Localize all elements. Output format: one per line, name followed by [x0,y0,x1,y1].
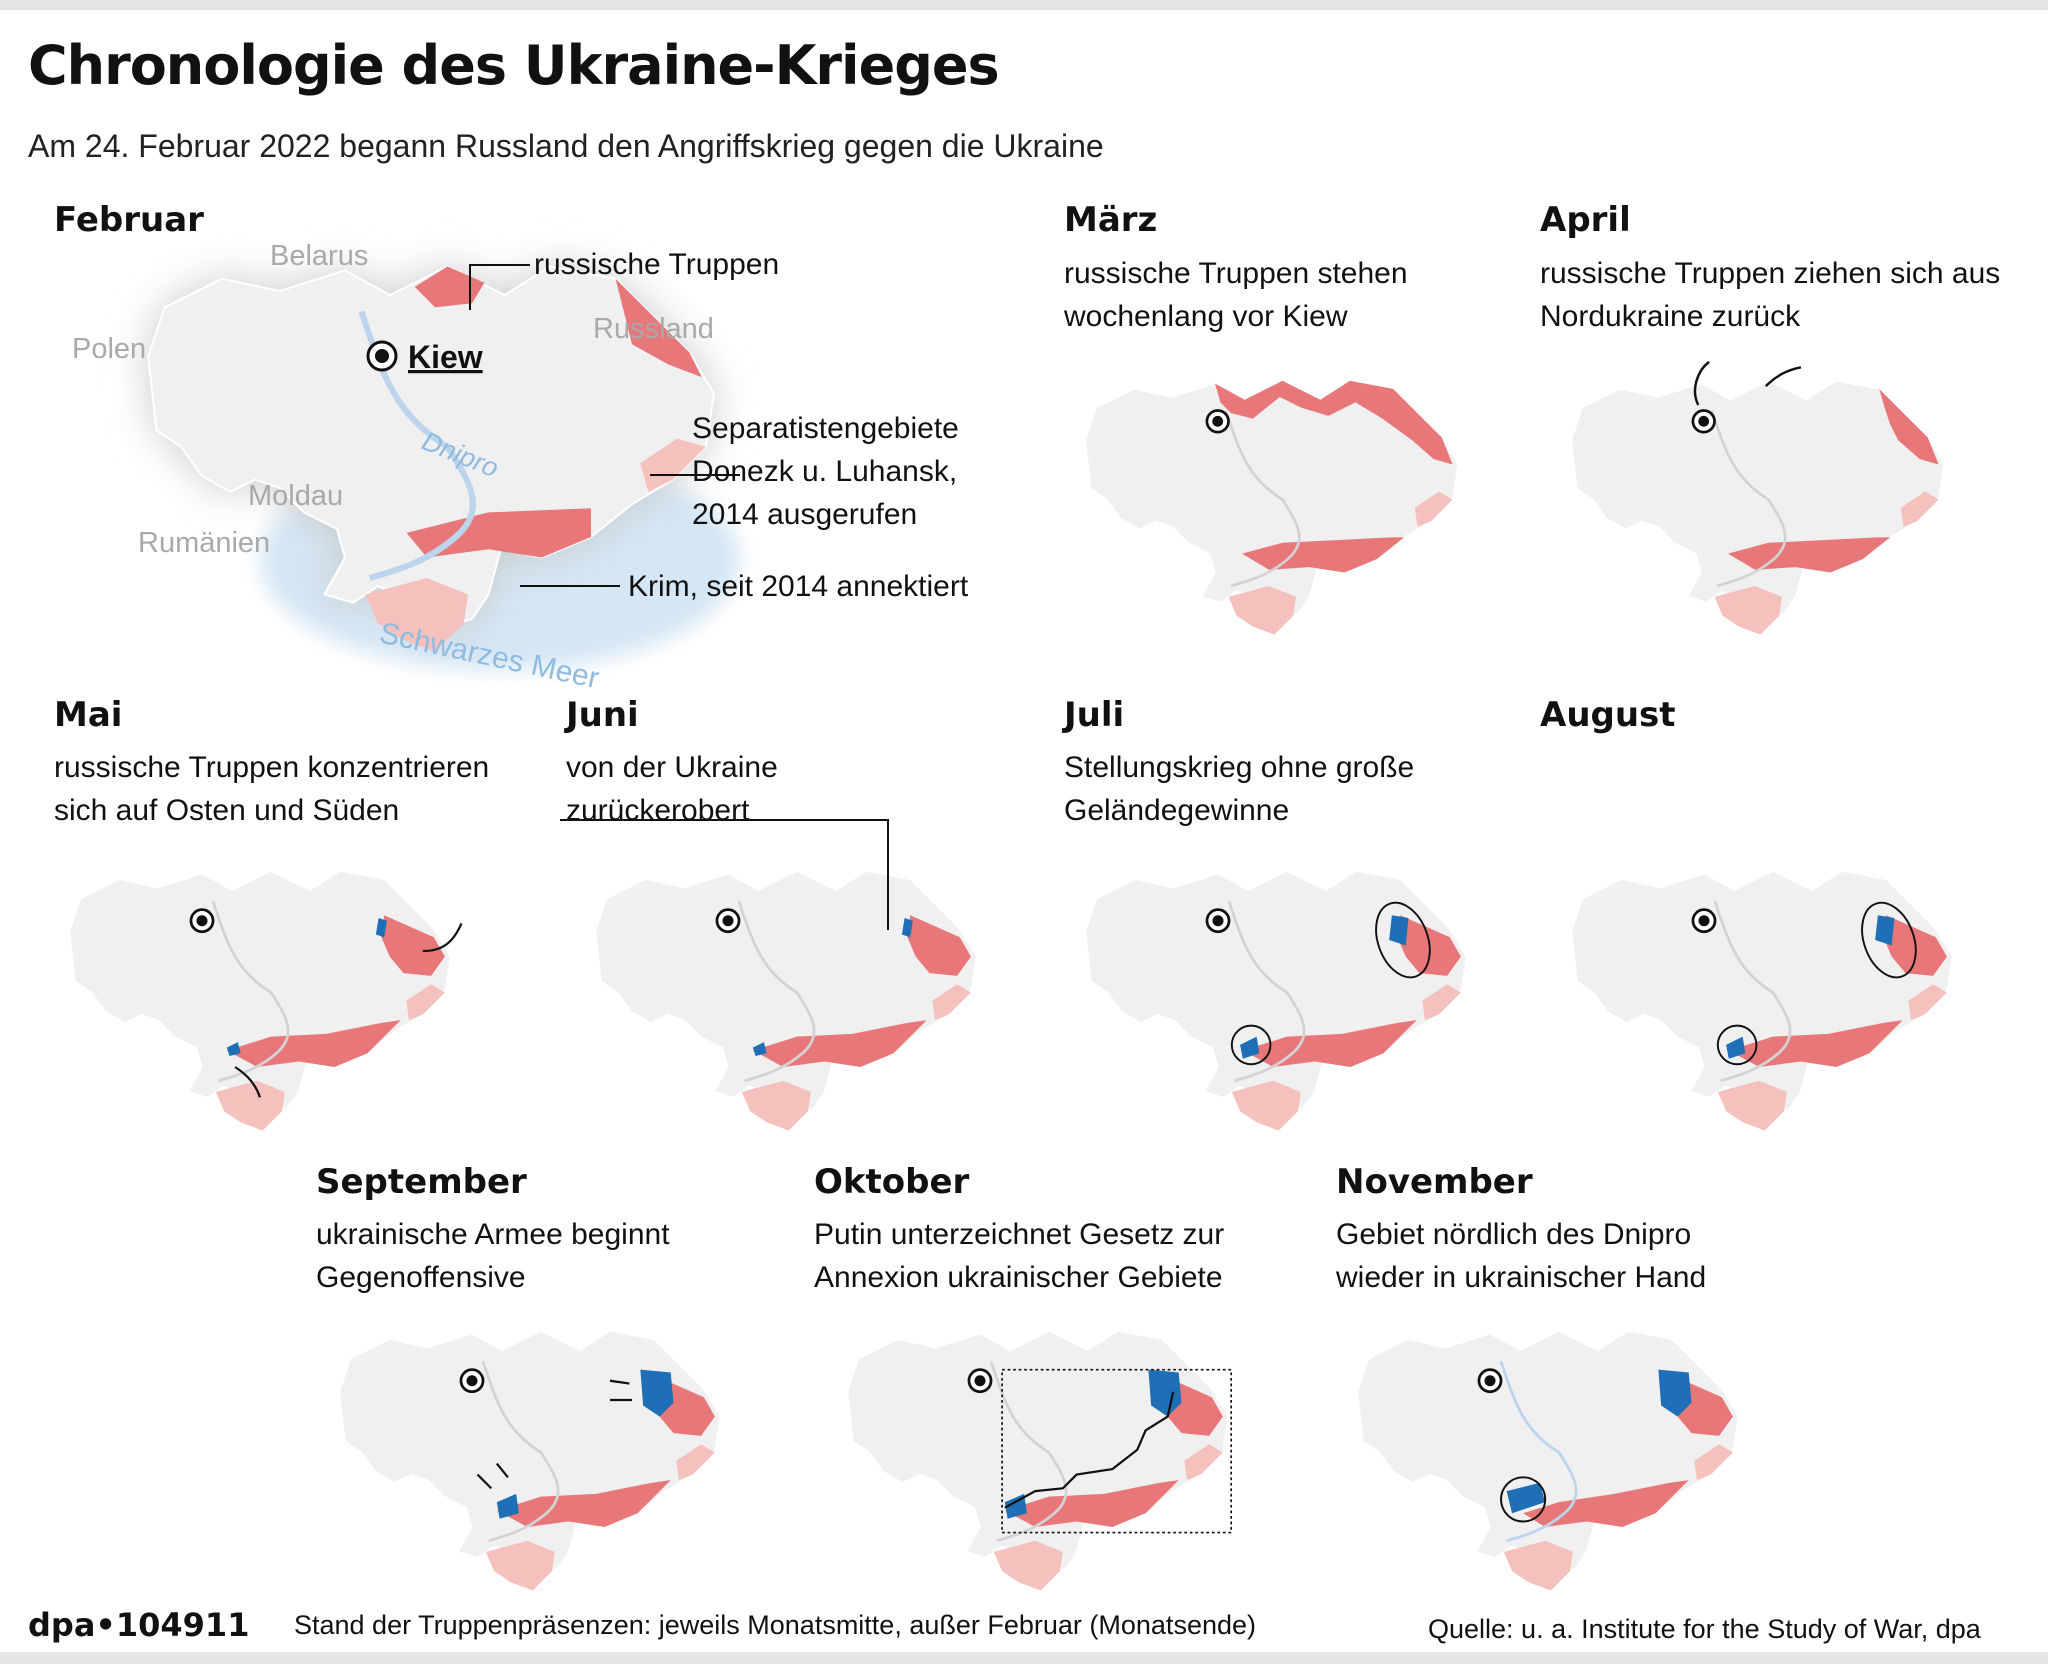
footer-note: Stand der Truppenpräsenzen: jeweils Mona… [294,1610,1256,1640]
page-subtitle: Am 24. Februar 2022 begann Russland den … [28,128,1104,164]
focus-circle [1230,1024,1272,1066]
month-title-april: April [1540,200,1631,240]
month-desc-november: Gebiet nördlich des Dnipro wieder in ukr… [1336,1213,1706,1299]
kiew-label: Kiew [408,339,483,375]
month-desc-line: wochenlang vor Kiew [1064,300,1348,333]
month-desc-line: wieder in ukrainischer Hand [1336,1261,1707,1294]
month-desc-line: Gegenoffensive [316,1261,526,1294]
advance-arrow [234,1066,262,1098]
focus-circle [1375,901,1431,979]
month-desc-september: ukrainische Armee beginnt Gegenoffensive [316,1213,670,1299]
separatists-annotation-1: Separatistengebiete [692,412,959,445]
troops-annotation: russische Truppen [534,248,779,281]
top-border [0,0,2048,10]
month-desc-line: zurückerobert [566,794,750,827]
month-title-september: September [316,1162,527,1202]
withdrawal-arrow [1764,366,1802,388]
footer-source: Quelle: u. a. Institute for the Study of… [1428,1614,1981,1644]
bottom-border [0,1652,2048,1664]
month-title-november: November [1336,1162,1533,1202]
month-desc-line: Stellungskrieg ohne große [1064,751,1415,784]
month-desc-line: Putin unterzeichnet Gesetz zur [814,1218,1225,1251]
russland-label: Russland [593,313,714,345]
month-desc-line: Gebiet nördlich des Dnipro [1336,1218,1692,1251]
month-desc-line: von der Ukraine [566,751,778,784]
polen-label: Polen [72,333,146,365]
month-title-august: August [1540,695,1676,735]
month-title-mai: Mai [54,695,123,735]
month-desc-line: Nordukraine zurück [1540,300,1801,333]
counteroffensive-arrow [609,1379,630,1385]
russian-troops-east [615,278,702,378]
rumaenien-label: Rumänien [138,527,270,559]
map-maerz [1084,380,1459,635]
month-title-juli: Juli [1064,695,1125,735]
month-title-juni: Juni [566,695,639,735]
month-desc-mai: russische Truppen konzentrieren sich auf… [54,746,489,832]
month-title-oktober: Oktober [814,1162,970,1202]
month-title-maerz: März [1064,200,1158,240]
map-august [1570,870,1954,1131]
separatist-area [640,438,706,492]
month-desc-line: russische Truppen konzentrieren [54,751,490,784]
russian-troops-north [414,266,485,308]
month-title-februar: Februar [54,200,204,240]
moldau-label: Moldau [248,480,343,512]
dpa-logo: dpa•104911 [28,1606,250,1644]
focus-circle [1500,1476,1547,1523]
recaptured-area [375,917,387,938]
map-april [1570,360,1945,635]
page-title: Chronologie des Ukraine-Krieges [28,34,1000,97]
month-desc-juli: Stellungskrieg ohne große Geländegewinne [1064,746,1414,832]
month-desc-line: russische Truppen stehen [1064,257,1408,290]
month-desc-juni: von der Ukraine zurückerobert [566,746,778,832]
annexation-border [1004,1391,1175,1509]
focus-circle [1861,901,1917,979]
counteroffensive-arrow [495,1462,509,1479]
map-februar: Kiew Belarus Polen Russland Moldau Rumän… [72,240,969,695]
advance-arrow [422,923,463,953]
month-desc-oktober: Putin unterzeichnet Gesetz zur Annexion … [814,1213,1224,1299]
russian-troops-area [1879,388,1939,465]
month-desc-line: ukrainische Armee beginnt [316,1218,670,1251]
recaptured-leader-line [560,819,889,930]
kiew-marker-dot [375,349,389,363]
russian-troops-south [406,508,591,558]
belarus-label: Belarus [270,240,368,272]
month-desc-maerz: russische Truppen stehen wochenlang vor … [1064,252,1408,338]
map-mai [68,870,463,1131]
month-desc-line: Annexion ukrainischer Gebiete [814,1261,1223,1294]
annexation-box [1001,1368,1232,1534]
map-oktober [846,1330,1232,1591]
map-september [338,1330,722,1591]
map-november [1356,1330,1740,1591]
month-desc-line: sich auf Osten und Süden [54,794,400,827]
ukraine-shape [147,265,716,652]
map-juni [560,819,978,1131]
russian-troops-area [1215,380,1453,465]
month-desc-line: russische Truppen ziehen sich aus [1540,257,2001,290]
troops-leader-line [469,264,530,310]
focus-circle [1716,1024,1758,1066]
withdrawal-arrow [1693,360,1710,406]
separatists-annotation-3: 2014 ausgerufen [692,498,917,531]
crimea-annotation: Krim, seit 2014 annektiert [628,570,969,603]
separatists-annotation-2: Donezk u. Luhansk, [692,455,957,488]
month-desc-line: Geländegewinne [1064,794,1290,827]
month-desc-april: russische Truppen ziehen sich aus Norduk… [1540,252,2000,338]
map-juli [1084,870,1468,1131]
counteroffensive-arrow [476,1473,493,1490]
